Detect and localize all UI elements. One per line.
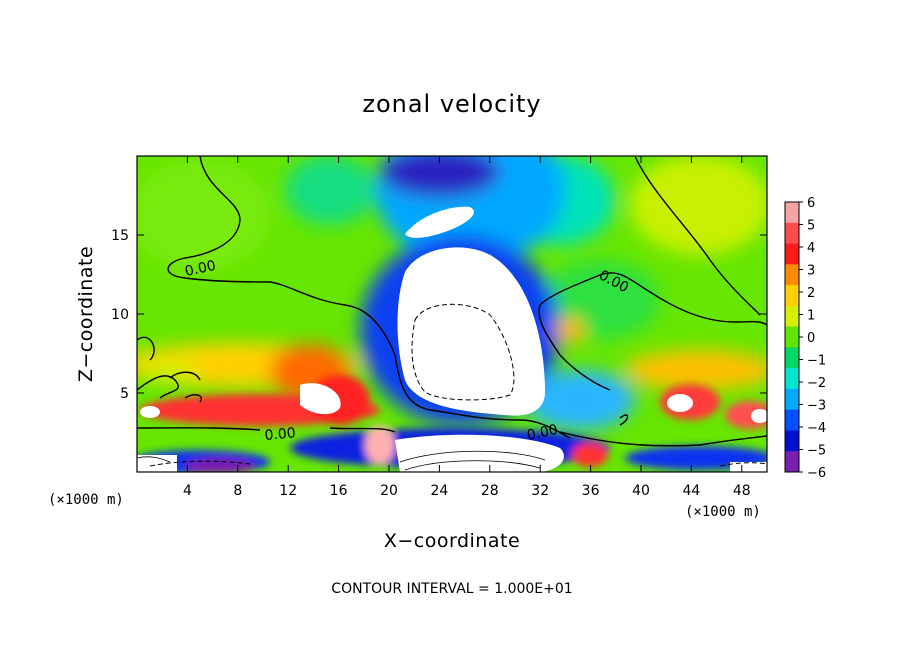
- y-tick-label: 15: [111, 228, 129, 244]
- colorbar-swatch: [785, 202, 799, 224]
- colorbar-tick-label: 2: [807, 286, 815, 301]
- colorbar-tick-label: 3: [807, 264, 815, 279]
- colorbar-swatch: [785, 326, 799, 348]
- x-tick-label: 36: [582, 483, 600, 499]
- colorbar: 6 5 4 3 2 1 0 −1 −2 −3 −4 −5 −6: [784, 196, 826, 481]
- y-tick-label: 10: [111, 307, 129, 323]
- x-tick-label: 12: [279, 483, 297, 499]
- x-tick-label: 20: [380, 483, 398, 499]
- x-tick-label: 8: [233, 483, 242, 499]
- colorbar-swatch: [785, 451, 799, 473]
- colorbar-swatch: [785, 388, 799, 411]
- colorbar-tick-label: 5: [807, 219, 815, 234]
- contour-label: 0.00: [526, 422, 560, 444]
- contour-label: 0.00: [264, 425, 296, 444]
- colorbar-swatch: [785, 347, 799, 369]
- y-axis-label: Z−coordinate: [75, 246, 97, 382]
- colorbar-swatch: [785, 409, 799, 431]
- colorbar-swatch: [785, 243, 799, 265]
- colorbar-tick-label: −4: [807, 421, 826, 436]
- colorbar-tick-label: 4: [807, 241, 815, 256]
- colorbar-swatch: [785, 430, 799, 452]
- x-tick-label: 16: [330, 483, 348, 499]
- x-unit-label-right: (×1000 m): [685, 504, 761, 520]
- colorbar-swatch: [785, 222, 799, 245]
- colorbar-tick-label: −6: [807, 466, 826, 481]
- velocity-field: 0.00 0.00 0.00 0.00: [137, 156, 767, 472]
- x-axis-label: X−coordinate: [384, 530, 520, 552]
- contour-labels: 0.00 0.00 0.00 0.00: [184, 258, 632, 444]
- colorbar-tick-label: 6: [807, 196, 815, 211]
- y-tick-label: 5: [120, 386, 129, 402]
- chart-title: zonal velocity: [362, 90, 541, 118]
- colorbar-swatch: [785, 368, 799, 390]
- x-tick-label: 40: [632, 483, 650, 499]
- x-tick-label: 24: [430, 483, 448, 499]
- x-tick-label: 48: [733, 483, 751, 499]
- colorbar-tick-label: −5: [807, 444, 826, 459]
- colorbar-tick-label: −2: [807, 376, 826, 391]
- contour-interval-note: CONTOUR INTERVAL = 1.000E+01: [331, 581, 572, 597]
- colorbar-tick-label: 0: [807, 331, 815, 346]
- contour-label: 0.00: [184, 258, 218, 280]
- x-tick-label: 32: [531, 483, 549, 499]
- colorbar-swatch: [785, 264, 799, 286]
- colorbar-tick-label: 1: [807, 309, 815, 324]
- colorbar-swatch: [785, 305, 799, 328]
- x-tick-label: 4: [183, 483, 192, 499]
- x-unit-label-left: (×1000 m): [48, 492, 124, 508]
- colorbar-swatch: [785, 285, 799, 307]
- x-tick-label: 44: [682, 483, 700, 499]
- colorbar-tick-label: −1: [807, 354, 826, 369]
- x-tick-label: 28: [481, 483, 499, 499]
- colorbar-tick-label: −3: [807, 399, 826, 414]
